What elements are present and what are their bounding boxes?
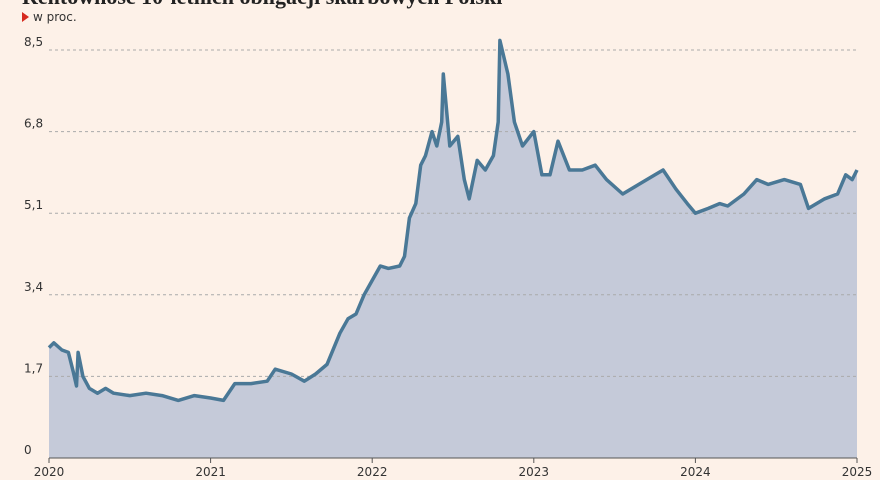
subtitle-marker (22, 12, 29, 22)
chart-subtitle: w proc. (33, 10, 77, 24)
line (47, 38, 859, 403)
x-tick-label: 2020 (34, 465, 65, 479)
y-tick-label: 1,7 (24, 361, 43, 375)
chart-title: Rentowność 10-letnich obligacji skarbowy… (22, 0, 502, 9)
x-tick-label: 2022 (357, 465, 388, 479)
y-tick-label: 8,5 (24, 35, 43, 49)
x-tick-label: 2021 (195, 465, 226, 479)
y-tick-label: 0 (24, 443, 32, 457)
y-tick-label: 6,8 (24, 117, 43, 131)
x-tick-label: 2023 (519, 465, 550, 479)
x-tick-label: 2024 (680, 465, 711, 479)
y-tick-label: 5,1 (24, 198, 43, 212)
x-tick-label: 2025 (842, 465, 873, 479)
area-fill (49, 40, 857, 459)
y-tick-label: 3,4 (24, 280, 43, 294)
